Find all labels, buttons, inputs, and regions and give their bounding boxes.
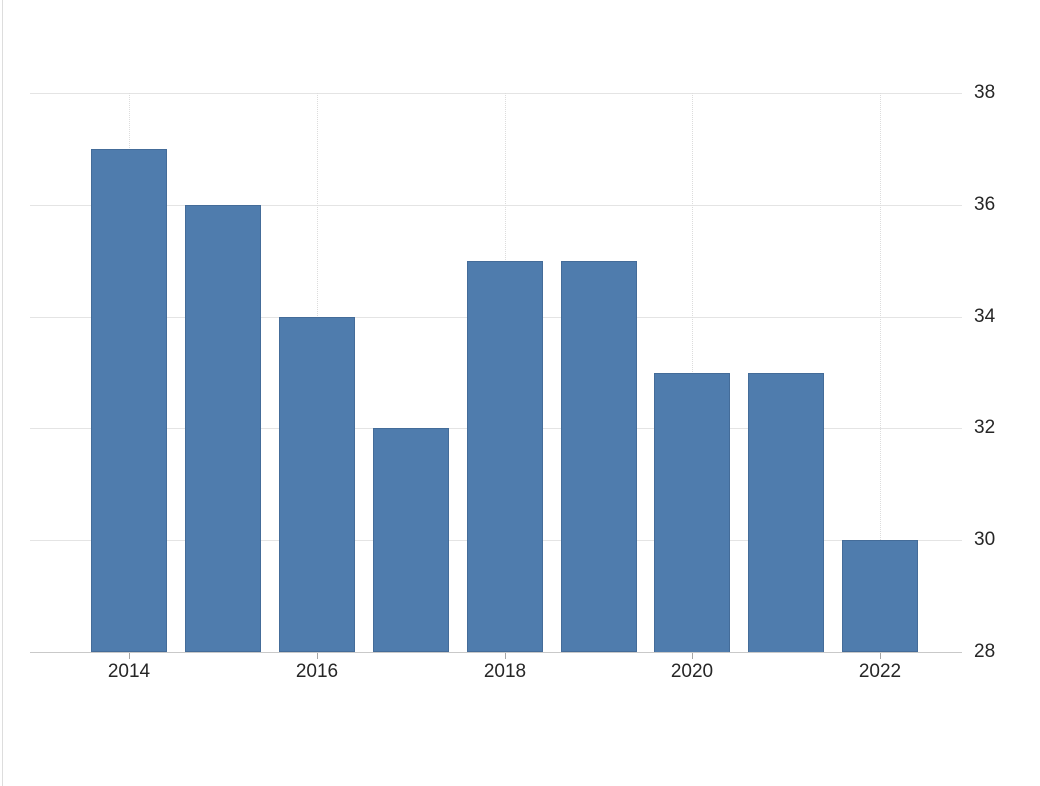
bar[interactable]	[91, 149, 167, 652]
bar[interactable]	[561, 261, 637, 652]
y-axis-tick-label: 30	[974, 529, 996, 550]
page-left-border	[2, 0, 3, 786]
y-axis-tick-label: 38	[974, 82, 996, 103]
y-axis-tick-label: 28	[974, 641, 996, 662]
bar[interactable]	[373, 428, 449, 652]
x-tick-mark	[317, 653, 318, 659]
v-gridline	[692, 93, 693, 652]
x-tick-mark	[880, 653, 881, 659]
x-axis-tick-label: 2022	[858, 661, 902, 682]
bar[interactable]	[467, 261, 543, 652]
x-axis-tick-label: 2014	[107, 661, 151, 682]
h-gridline	[30, 93, 962, 94]
v-gridline	[880, 93, 881, 652]
x-tick-mark	[692, 653, 693, 659]
bar[interactable]	[654, 373, 730, 653]
h-gridline	[30, 205, 962, 206]
bar[interactable]	[842, 540, 918, 652]
bar[interactable]	[185, 205, 261, 652]
bar[interactable]	[279, 317, 355, 652]
y-axis-tick-label: 32	[974, 417, 996, 438]
x-tick-mark	[505, 653, 506, 659]
y-axis-tick-label: 34	[974, 306, 996, 327]
bar[interactable]	[748, 373, 824, 653]
x-axis-tick-label: 2020	[670, 661, 714, 682]
x-axis-tick-label: 2018	[483, 661, 527, 682]
x-axis-tick-label: 2016	[295, 661, 339, 682]
y-axis-tick-label: 36	[974, 194, 996, 215]
x-axis-line	[30, 652, 962, 653]
x-tick-mark	[129, 653, 130, 659]
